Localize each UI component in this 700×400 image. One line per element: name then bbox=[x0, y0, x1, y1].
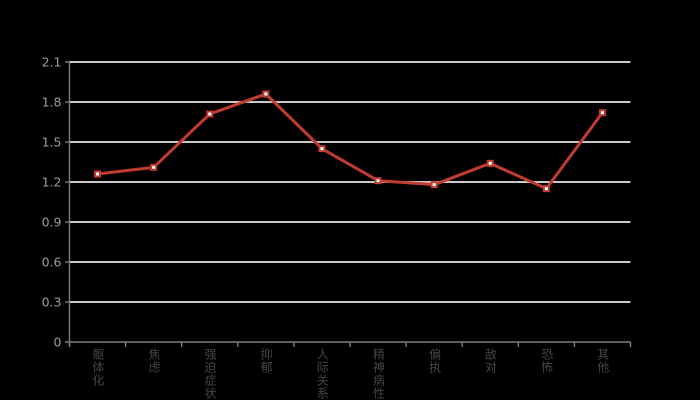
x-axis-label: 精神病性 bbox=[371, 348, 386, 400]
data-point-marker-center bbox=[544, 187, 548, 191]
data-point-marker-center bbox=[488, 161, 492, 165]
data-point-marker-center bbox=[152, 165, 156, 169]
x-axis-label: 强迫症状 bbox=[203, 348, 218, 400]
data-point-marker-center bbox=[376, 179, 380, 183]
y-tick-label: 1.5 bbox=[42, 135, 62, 150]
data-point-marker-center bbox=[600, 111, 604, 115]
data-point-marker-center bbox=[96, 172, 100, 176]
series-line bbox=[96, 92, 604, 191]
x-axis-label: 躯体化 bbox=[90, 348, 105, 387]
data-point-marker-center bbox=[432, 183, 436, 187]
y-tick-label: 0.6 bbox=[42, 255, 62, 270]
y-tick-label: 1.2 bbox=[42, 175, 62, 190]
y-tick-label: 1.8 bbox=[42, 95, 62, 110]
y-tick-label: 0.3 bbox=[42, 295, 62, 310]
x-axis-label: 抑郁 bbox=[259, 348, 274, 374]
x-axis-label: 焦虑 bbox=[146, 348, 161, 374]
y-tick-label: 2.1 bbox=[42, 55, 62, 70]
x-axis-label: 恐怖 bbox=[539, 348, 554, 374]
data-point-marker-center bbox=[208, 112, 212, 116]
x-axis-label: 人际关系敏感 bbox=[315, 348, 330, 400]
data-point-marker-center bbox=[320, 147, 324, 151]
x-axis-label: 敌对 bbox=[483, 348, 498, 374]
x-axis-label: 其他 bbox=[595, 348, 610, 374]
y-tick-label: 0 bbox=[54, 335, 62, 350]
y-tick-label: 0.9 bbox=[42, 215, 62, 230]
data-point-marker-center bbox=[264, 92, 268, 96]
x-axis-label: 偏执 bbox=[427, 348, 442, 374]
